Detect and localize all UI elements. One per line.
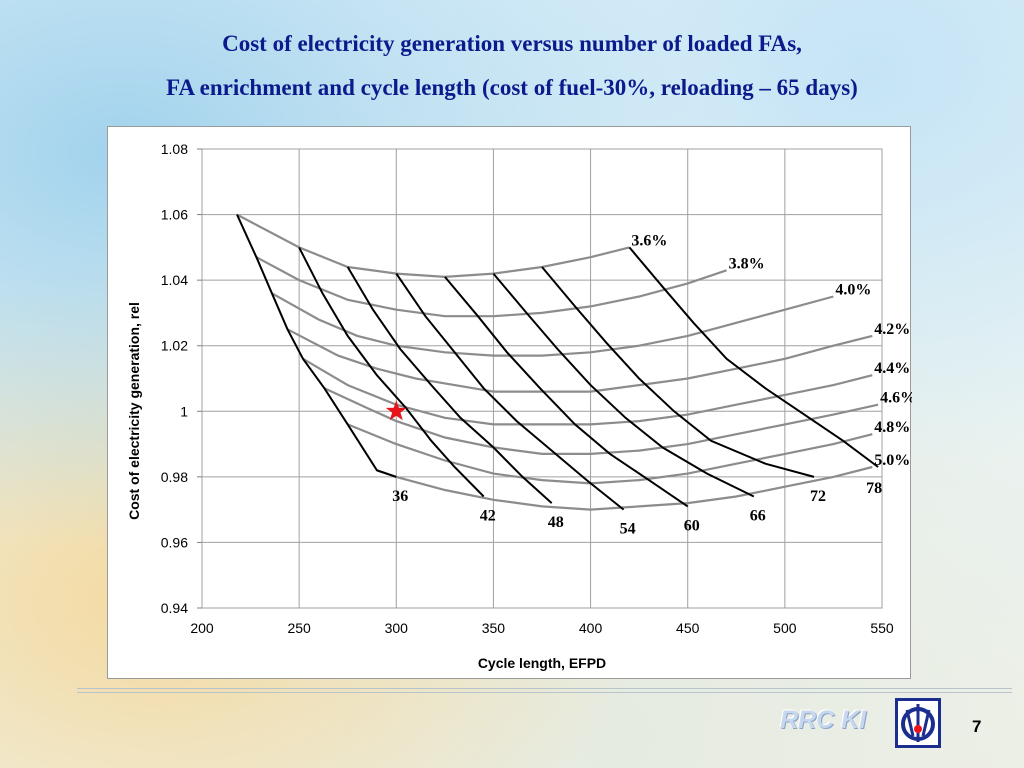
y-tick-label: 1.06 — [161, 207, 188, 223]
fa-count-label: 54 — [620, 521, 636, 538]
enrichment-curve-line — [347, 423, 873, 485]
brand-text: RRC KI — [780, 706, 867, 734]
y-tick-label: 1.04 — [161, 272, 188, 288]
x-tick-label: 550 — [870, 620, 894, 636]
slide-title-line2: FA enrichment and cycle length (cost of … — [166, 75, 858, 100]
enrichment-curve-line — [376, 465, 873, 511]
x-tick-label: 200 — [190, 620, 214, 636]
y-tick-label: 0.98 — [161, 469, 188, 485]
fa-count-curve-line — [444, 276, 689, 508]
enrichment-label: 3.8% — [729, 255, 765, 272]
enrichment-curves — [236, 213, 879, 511]
fa-count-label: 60 — [684, 517, 700, 534]
grid-layer — [197, 148, 883, 609]
enrichment-label: 5.0% — [874, 452, 910, 469]
fa-count-curve-line — [346, 266, 553, 504]
y-tick-label: 1 — [180, 403, 188, 419]
fa-count-label: 78 — [866, 480, 882, 497]
fa-count-label: 66 — [750, 508, 766, 525]
y-tick-label: 1.08 — [161, 141, 188, 157]
fa-count-curve-line — [298, 246, 485, 498]
enrichment-label: 4.0% — [835, 282, 871, 299]
y-tick-label: 1.02 — [161, 338, 188, 354]
curve-labels: 3.6% 3.8% 4.0% 4.2% 4.4% 4.6% 4.8% 5.0% 36 42 48 54… — [392, 232, 912, 537]
fa-count-curve-line — [628, 246, 879, 468]
enrichment-curve-line — [236, 213, 630, 279]
tick-labels: 200 250 300 350 400 450 500 550 0.94 0.96 0.98 1 1.0… — [161, 141, 894, 636]
marker-layer — [385, 400, 407, 421]
fa-count-curves — [236, 214, 879, 511]
fa-count-curve-line — [236, 214, 397, 478]
enrichment-label: 4.4% — [874, 360, 910, 377]
enrichment-curve-line — [323, 387, 879, 455]
y-axis-label: Cost of electricity generation, rel — [126, 302, 142, 520]
page-number: 7 — [972, 717, 982, 736]
institute-logo — [895, 698, 941, 748]
enrichment-label: 3.6% — [631, 232, 667, 249]
chart-svg: 200 250 300 350 400 450 500 550 0.94 0.96 0.98 1 1.0… — [126, 141, 912, 671]
x-tick-label: 450 — [676, 620, 700, 636]
fa-count-label: 42 — [480, 508, 496, 525]
chart-panel: 200 250 300 350 400 450 500 550 0.94 0.96 0.98 1 1.0… — [107, 126, 912, 679]
y-tick-label: 0.96 — [161, 534, 188, 550]
x-tick-label: 500 — [773, 620, 797, 636]
plot-area-frame — [201, 148, 883, 609]
slide-title-line1: Cost of electricity generation versus nu… — [222, 31, 802, 56]
y-tick-label: 0.94 — [161, 600, 188, 616]
footer-divider-2 — [77, 692, 1012, 693]
enrichment-label: 4.8% — [874, 419, 910, 436]
enrichment-curve-line — [271, 292, 834, 357]
fa-count-label: 72 — [810, 488, 826, 505]
enrichment-curve-line — [286, 328, 873, 393]
x-tick-label: 250 — [287, 620, 311, 636]
x-tick-label: 350 — [482, 620, 506, 636]
fa-count-curve-line — [395, 273, 625, 511]
footer-divider-1 — [77, 688, 1012, 689]
x-tick-label: 400 — [579, 620, 603, 636]
enrichment-label: 4.6% — [880, 390, 912, 407]
star-marker — [385, 400, 407, 421]
fa-count-label: 48 — [548, 514, 564, 531]
x-tick-label: 300 — [385, 620, 409, 636]
fa-count-curve-line — [492, 272, 755, 498]
fa-count-label: 36 — [392, 488, 408, 505]
fa-count-curve-line — [541, 266, 815, 478]
x-axis-label: Cycle length, EFPD — [478, 655, 606, 671]
enrichment-curve-line — [255, 256, 727, 318]
enrichment-label: 4.2% — [874, 321, 910, 338]
